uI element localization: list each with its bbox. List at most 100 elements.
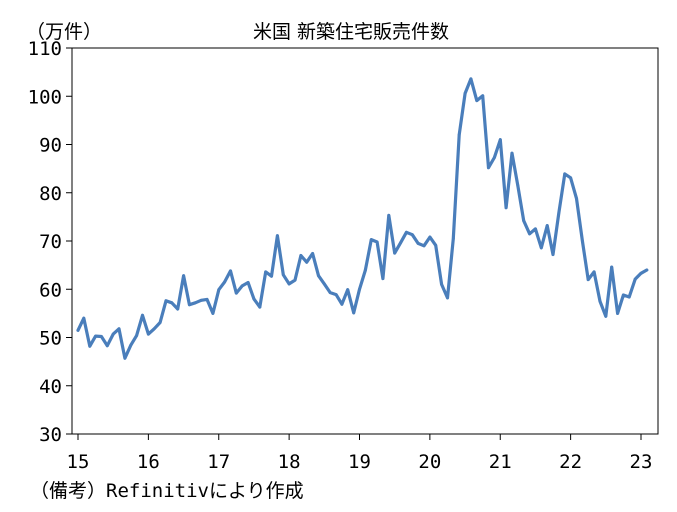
data-point (264, 270, 268, 274)
data-point (111, 332, 115, 336)
data-point (270, 274, 273, 278)
data-point (557, 211, 561, 214)
data-point (645, 268, 649, 272)
x-tick-label: 20 (418, 451, 441, 473)
data-point (311, 252, 314, 255)
data-point (340, 302, 344, 306)
data-point (598, 299, 602, 303)
data-point (199, 298, 203, 302)
x-tick-label: 17 (207, 451, 230, 473)
data-point (440, 283, 443, 286)
data-point (592, 270, 596, 274)
data-point (328, 291, 332, 294)
x-tick-label: 15 (67, 451, 90, 473)
data-point (393, 251, 397, 255)
data-point (604, 314, 608, 318)
data-point (176, 307, 180, 311)
y-tick-label: 40 (39, 376, 62, 398)
data-point (539, 246, 543, 250)
data-point (575, 197, 578, 200)
data-point (457, 133, 461, 137)
data-point (193, 301, 197, 305)
y-tick-label: 70 (39, 231, 62, 253)
chart-title: 米国 新築住宅販売件数 (253, 21, 449, 43)
data-point (147, 332, 150, 336)
y-tick-label: 80 (39, 183, 62, 205)
data-point (322, 282, 326, 286)
data-point (481, 94, 485, 98)
data-point (276, 234, 279, 238)
data-point (94, 334, 97, 338)
data-point (105, 344, 109, 348)
y-tick-label: 110 (28, 38, 62, 60)
data-point (363, 269, 367, 272)
data-point (88, 344, 92, 348)
data-point (223, 280, 227, 284)
y-tick-label: 60 (39, 279, 62, 301)
data-point (334, 293, 338, 296)
data-point (188, 303, 191, 307)
data-point (545, 224, 549, 228)
data-point (117, 327, 121, 331)
data-point (639, 271, 643, 275)
data-point (287, 282, 291, 286)
data-point (82, 316, 86, 320)
x-axis: 15 16 17 18 19 20 21 22 23 (67, 434, 653, 473)
data-point (205, 298, 209, 301)
data-point (299, 254, 303, 257)
data-point (234, 291, 238, 295)
data-point (182, 274, 186, 278)
data-point (416, 242, 420, 245)
data-point (405, 230, 408, 234)
data-point (633, 277, 637, 281)
data-point (317, 274, 320, 278)
data-point (510, 151, 514, 155)
data-point (369, 238, 373, 242)
source-note: （備考）Refinitivにより作成 (30, 480, 304, 502)
data-point (451, 237, 455, 241)
data-point (246, 281, 250, 284)
data-point (100, 335, 103, 338)
data-point (493, 156, 496, 159)
x-tick-label: 23 (630, 451, 653, 473)
data-point (446, 296, 449, 300)
data-point (352, 311, 356, 315)
data-point (129, 343, 133, 347)
data-point (258, 305, 262, 309)
series-layer (76, 77, 649, 360)
data-point (281, 273, 285, 277)
data-point (410, 233, 414, 237)
data-point (152, 327, 156, 331)
data-point (399, 241, 402, 245)
data-point (217, 288, 221, 292)
data-point (586, 278, 590, 281)
y-unit-label: （万件） (26, 21, 102, 43)
x-tick-label: 18 (278, 451, 301, 473)
data-point (475, 99, 479, 102)
data-point (428, 235, 432, 239)
data-point (252, 297, 256, 301)
data-point (463, 92, 467, 95)
x-tick-label: 16 (137, 451, 160, 473)
data-point (381, 277, 385, 280)
data-point (487, 166, 490, 170)
data-point (627, 295, 631, 299)
x-tick-label: 21 (489, 451, 512, 473)
data-point (305, 260, 309, 264)
data-point (240, 284, 244, 288)
data-point (158, 321, 162, 324)
data-point (135, 334, 139, 337)
data-point (498, 138, 502, 142)
data-point (211, 312, 215, 315)
y-axis: 110 100 90 80 70 60 50 40 30 (28, 38, 72, 446)
data-point (516, 184, 520, 187)
y-tick-label: 50 (39, 328, 62, 350)
data-point (123, 356, 127, 360)
data-point (358, 287, 361, 291)
data-point (534, 227, 537, 231)
data-point (551, 253, 555, 256)
data-point (563, 172, 567, 176)
data-point (170, 301, 174, 305)
